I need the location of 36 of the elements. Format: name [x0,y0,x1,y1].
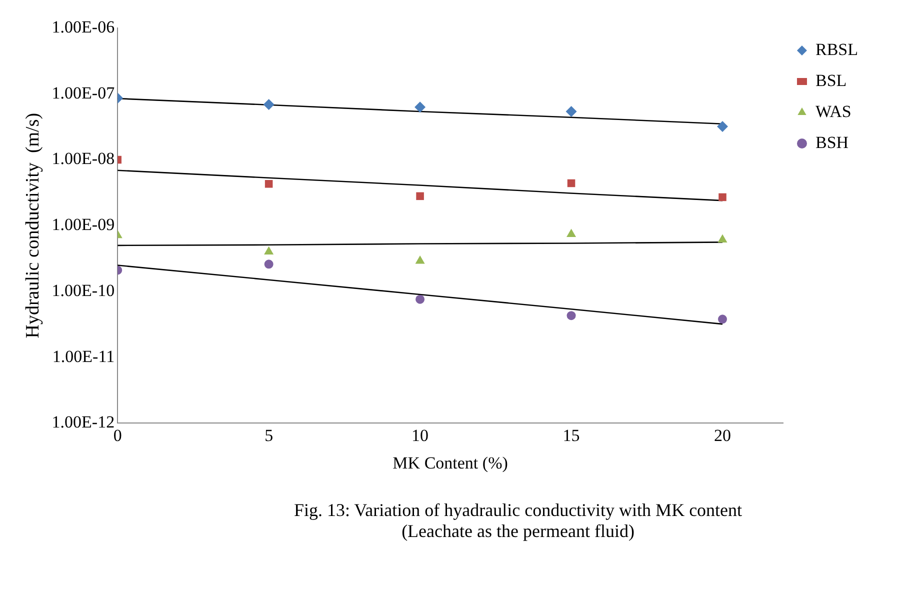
point [264,260,274,269]
text: (Leachate as the permeant fluid) [400,521,636,542]
point [566,106,577,117]
x-tick-label: 5 [264,426,274,445]
point [716,120,728,132]
y-axis-title: Hydraulic conductivity (m/s) [22,112,44,338]
point [718,314,727,324]
point [566,228,576,237]
y-tick-label: 1.00E-06 [52,17,115,36]
x-tick-label: 20 [714,426,731,445]
point [416,294,425,304]
x-axis-title: MK Content (%) [392,453,508,472]
legend-label: RBSL [815,40,858,59]
legend-label: WAS [815,102,852,121]
point [414,102,426,113]
point [567,179,576,188]
point [263,98,274,110]
y-tick-label: 1.00E-11 [52,346,115,366]
y-tick-label: 1.00E-08 [52,149,115,168]
point [566,311,576,320]
point [264,246,274,255]
legend-label: BSH [815,132,849,152]
point [718,234,728,242]
y-tick-label: 1.00E-07 [52,83,116,102]
point [415,256,425,264]
y-tick-label: 1.00E-09 [52,215,115,234]
legend-label: BSL [815,70,847,90]
x-tick-label: 0 [113,426,122,445]
point [264,180,273,188]
x-tick-label: 15 [562,426,580,445]
y-tick-label: 1.00E-10 [52,280,115,300]
y-tick-label: 1.00E-12 [52,412,115,432]
x-tick-label: 10 [412,426,429,445]
point [416,192,424,200]
point [718,193,726,202]
caption: Fig. 13: Variation of hyadraulic conductivity with MK content [292,500,744,521]
